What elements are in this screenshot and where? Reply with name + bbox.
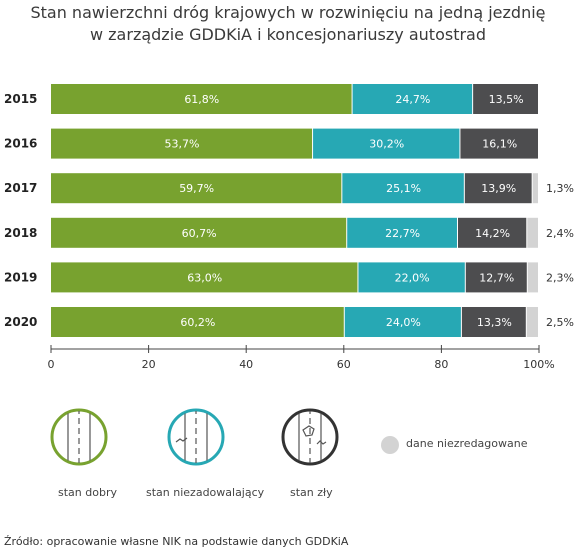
bar-segment-dobry [51,84,352,114]
legend: stan dobry stan niezadowalający [0,400,576,510]
bar-segment-dobry [51,307,344,337]
chart-title: Stan nawierzchni dróg krajowych w rozwin… [0,2,576,46]
x-tick-label: 100% [523,358,554,371]
year-label: 2016 [4,137,37,151]
bar-segment-dobry [51,217,347,248]
bar-segment-nieredagowane [527,217,538,248]
legend-item-good [50,408,108,470]
source-note: Źródło: opracowanie własne NIK na podsta… [4,535,349,548]
road-good-icon [50,408,108,466]
data-label-dobry: 59,7% [179,182,214,195]
data-label-nieredagowane: 2,5% [546,316,574,329]
data-label-zly: 12,7% [479,271,514,284]
bar-segment-niezadowalajacy [347,217,457,248]
x-tick-label: 60 [337,358,351,371]
road-unsatisfactory-icon [167,408,225,466]
bar-segment-zly [473,84,538,114]
data-label-niezadowalajacy: 24,0% [386,316,421,329]
bar-segment-niezadowalajacy [358,262,465,293]
data-label-dobry: 61,8% [184,93,219,106]
year-label: 2018 [4,226,37,240]
bar-segment-zly [460,128,538,159]
year-label: 2015 [4,92,37,106]
data-label-nieredagowane: 2,3% [546,271,574,284]
data-label-niezadowalajacy: 30,2% [369,138,404,151]
year-label: 2020 [4,315,37,329]
data-label-niezadowalajacy: 22,0% [395,271,430,284]
stacked-bar-chart: 2015 61,8% 24,7% 13,5% 2016 53,7% 30,2% 16,1% 20… [4,84,574,371]
data-label-zly: 14,2% [475,227,510,240]
data-label-nieredagowane: 2,4% [546,227,574,240]
bar-segment-dobry [51,262,358,293]
bar-segment-niezadowalajacy [313,128,460,159]
bar-segment-zly [464,173,532,204]
x-tick-label: 20 [142,358,156,371]
legend-label-bad: stan zły [290,486,333,499]
data-label-dobry: 60,2% [180,316,215,329]
road-bad-icon [281,408,339,466]
bar-segment-dobry [51,128,313,159]
bar-segment-nieredagowane [532,173,538,204]
data-label-niezadowalajacy: 22,7% [385,227,420,240]
data-label-zly: 13,5% [489,93,524,106]
swatch-unedited [381,436,399,454]
bar-segment-nieredagowane [526,307,538,337]
data-label-zly: 16,1% [482,138,517,151]
bar-segment-nieredagowane [527,262,538,293]
data-label-niezadowalajacy: 25,1% [386,182,421,195]
bar-segment-niezadowalajacy [344,307,461,337]
legend-label-unedited: dane niezredagowane [406,437,528,450]
year-label: 2017 [4,181,37,195]
x-tick-label: 0 [48,358,55,371]
bar-segment-niezadowalajacy [342,173,464,204]
data-label-zly: 13,9% [481,182,516,195]
bar-segment-zly [461,307,526,337]
data-label-niezadowalajacy: 24,7% [395,93,430,106]
x-tick-label: 80 [434,358,448,371]
chart-title-line2: w zarządzie GDDKiA i koncesjonariuszy au… [89,25,486,44]
data-label-dobry: 60,7% [182,227,217,240]
legend-item-unedited [380,435,400,459]
bar-segment-zly [465,262,527,293]
data-label-dobry: 63,0% [187,271,222,284]
bar-segment-zly [457,217,527,248]
year-label: 2019 [4,270,37,284]
bar-segment-niezadowalajacy [352,84,473,114]
data-label-zly: 13,3% [477,316,512,329]
legend-item-unsatisfactory [167,408,225,470]
legend-label-unsatisfactory: stan niezadowalający [146,486,265,499]
chart-title-line1: Stan nawierzchni dróg krajowych w rozwin… [30,3,546,22]
legend-label-good: stan dobry [58,486,117,499]
x-tick-label: 40 [239,358,253,371]
bar-segment-dobry [51,173,342,204]
data-label-nieredagowane: 1,3% [546,182,574,195]
legend-item-bad [281,408,339,470]
data-label-dobry: 53,7% [165,138,200,151]
